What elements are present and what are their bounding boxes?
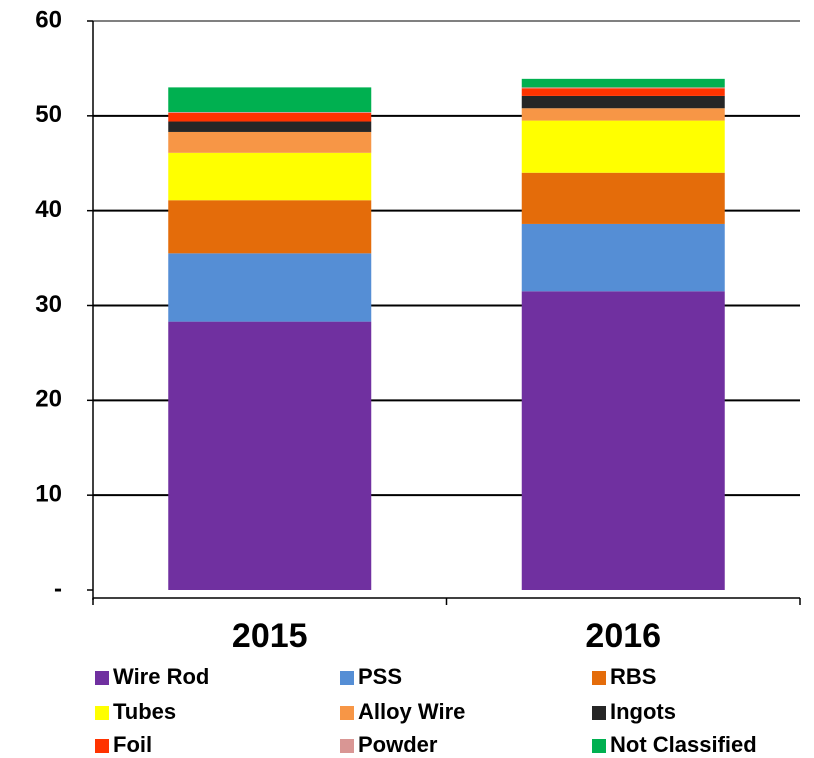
legend-label: Not Classified bbox=[610, 732, 757, 757]
legend-swatch bbox=[340, 706, 354, 720]
legend-swatch bbox=[592, 671, 606, 685]
bar-segment bbox=[168, 321, 372, 590]
legend-swatch bbox=[592, 739, 606, 753]
bar-segment bbox=[168, 121, 372, 132]
bar-segment bbox=[168, 112, 372, 113]
y-tick-label: 40 bbox=[35, 196, 62, 223]
legend-swatch bbox=[95, 706, 109, 720]
y-tick-label: - bbox=[54, 575, 62, 602]
bar-segment bbox=[521, 108, 725, 121]
legend-swatch bbox=[592, 706, 606, 720]
bar-segment bbox=[168, 200, 372, 254]
bar-segment bbox=[521, 95, 725, 109]
y-tick-label: 30 bbox=[35, 291, 62, 318]
legend-label: Tubes bbox=[113, 699, 176, 724]
y-tick-label: 60 bbox=[35, 6, 62, 33]
bar-segment bbox=[168, 112, 372, 122]
legend-label: Alloy Wire bbox=[358, 699, 465, 724]
y-tick-label: 50 bbox=[35, 101, 62, 128]
legend-swatch bbox=[340, 671, 354, 685]
bar-segment bbox=[521, 223, 725, 292]
bar-segment bbox=[521, 291, 725, 590]
legend-label: Ingots bbox=[610, 699, 676, 724]
legend-swatch bbox=[95, 739, 109, 753]
x-tick-label: 2016 bbox=[585, 617, 661, 655]
legend-label: RBS bbox=[610, 664, 656, 689]
bar-segment bbox=[168, 87, 372, 113]
legend-label: Wire Rod bbox=[113, 664, 209, 689]
bar-segment bbox=[168, 152, 372, 201]
y-tick-label: 10 bbox=[35, 481, 62, 508]
bar-segment bbox=[521, 87, 725, 89]
legend-swatch bbox=[340, 739, 354, 753]
bar-segment bbox=[168, 253, 372, 322]
legend-label: Foil bbox=[113, 732, 152, 757]
bar-segment bbox=[521, 120, 725, 173]
y-tick-label: 20 bbox=[35, 386, 62, 413]
x-tick-label: 2015 bbox=[232, 617, 308, 655]
bar-segment bbox=[168, 131, 372, 153]
legend-label: PSS bbox=[358, 664, 402, 689]
legend-label: Powder bbox=[358, 732, 438, 757]
bar-segment bbox=[521, 78, 725, 88]
legend-swatch bbox=[95, 671, 109, 685]
bar-segment bbox=[521, 88, 725, 96]
bar-segment bbox=[521, 172, 725, 224]
